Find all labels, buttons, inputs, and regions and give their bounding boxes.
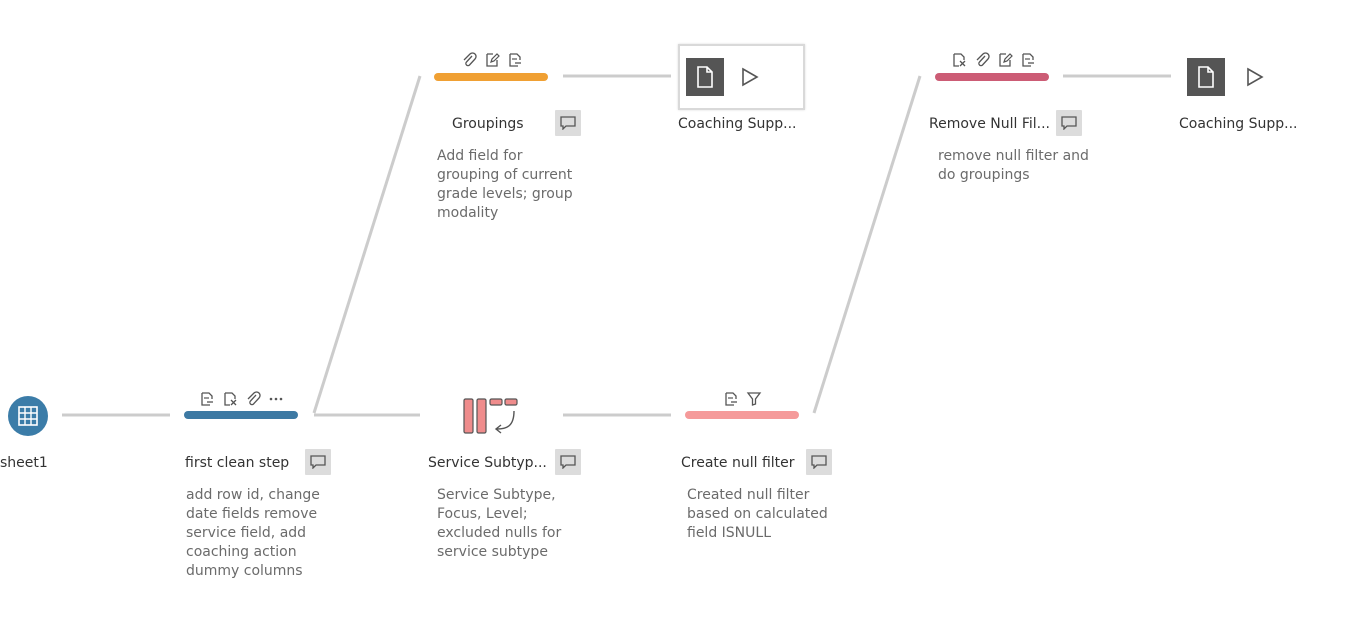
run-output-button[interactable] bbox=[738, 65, 762, 89]
removenull-step-label[interactable]: Remove Null Fil... bbox=[929, 116, 1051, 132]
nullfilter-description: Created null filter based on calculated … bbox=[687, 487, 828, 541]
input-step-label[interactable]: sheet1 bbox=[0, 455, 48, 471]
groupings-step-bar[interactable] bbox=[434, 73, 548, 81]
attach-icon[interactable] bbox=[244, 391, 261, 408]
removenull-change-icons bbox=[950, 51, 1036, 69]
nullfilter-change-icons bbox=[722, 390, 762, 408]
attach-icon[interactable] bbox=[460, 52, 477, 69]
clean1-step-bar[interactable] bbox=[184, 411, 298, 419]
pivot-comment-button[interactable] bbox=[555, 449, 581, 475]
output-step-2[interactable] bbox=[1187, 57, 1277, 97]
table-grid-icon bbox=[18, 406, 38, 426]
edit-icon[interactable] bbox=[483, 52, 500, 69]
remove-field-icon[interactable] bbox=[950, 52, 967, 69]
groupings-step-label[interactable]: Groupings bbox=[452, 116, 524, 132]
pivot-step-icon[interactable] bbox=[462, 396, 520, 436]
nullfilter-step-label[interactable]: Create null filter bbox=[681, 455, 795, 471]
output-tile bbox=[686, 58, 724, 96]
input-step-sheet1[interactable] bbox=[8, 396, 48, 436]
comment-icon bbox=[560, 116, 576, 130]
rename-field-icon[interactable] bbox=[198, 391, 215, 408]
rename-field-icon[interactable] bbox=[722, 391, 739, 408]
pivot-icon bbox=[463, 398, 518, 434]
removenull-description: remove null filter and do groupings bbox=[938, 148, 1089, 183]
comment-icon bbox=[811, 455, 827, 469]
nullfilter-comment-button[interactable] bbox=[806, 449, 832, 475]
pivot-step-label[interactable]: Service Subtyp... bbox=[428, 455, 547, 471]
run-output-button[interactable] bbox=[1243, 65, 1267, 89]
filter-icon[interactable] bbox=[745, 391, 762, 408]
output-1-label[interactable]: Coaching Supp... bbox=[678, 116, 797, 132]
comment-icon bbox=[1061, 116, 1077, 130]
comment-icon bbox=[560, 455, 576, 469]
edit-icon[interactable] bbox=[996, 52, 1013, 69]
more-icon[interactable] bbox=[267, 391, 284, 408]
remove-field-icon[interactable] bbox=[221, 391, 238, 408]
removenull-step-bar[interactable] bbox=[935, 73, 1049, 81]
output-tile bbox=[1187, 58, 1225, 96]
clean1-comment-button[interactable] bbox=[305, 449, 331, 475]
document-icon bbox=[697, 66, 713, 88]
output-step-1[interactable] bbox=[678, 44, 805, 110]
output-2-label[interactable]: Coaching Supp... bbox=[1179, 116, 1298, 132]
clean1-change-icons bbox=[198, 390, 284, 408]
rename-field-icon[interactable] bbox=[1019, 52, 1036, 69]
rename-field-icon[interactable] bbox=[506, 52, 523, 69]
document-icon bbox=[1198, 66, 1214, 88]
play-icon bbox=[742, 67, 759, 87]
clean1-description: add row id, change date fields remove se… bbox=[186, 487, 320, 579]
groupings-change-icons bbox=[460, 51, 523, 69]
groupings-comment-button[interactable] bbox=[555, 110, 581, 136]
removenull-comment-button[interactable] bbox=[1056, 110, 1082, 136]
comment-icon bbox=[310, 455, 326, 469]
clean1-step-label[interactable]: first clean step bbox=[185, 455, 290, 471]
pivot-description: Service Subtype, Focus, Level; excluded … bbox=[437, 487, 562, 560]
attach-icon[interactable] bbox=[973, 52, 990, 69]
play-icon bbox=[1247, 67, 1264, 87]
groupings-description: Add field for grouping of current grade … bbox=[437, 148, 573, 221]
nullfilter-step-bar[interactable] bbox=[685, 411, 799, 419]
